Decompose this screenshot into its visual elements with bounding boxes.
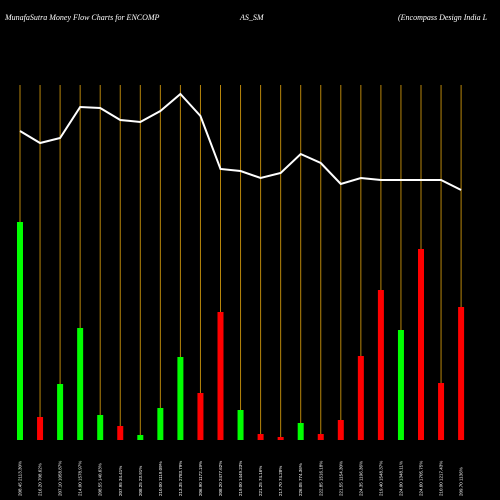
x-tick-label: 214.00 1578.97% xyxy=(78,461,83,496)
bar xyxy=(418,249,424,440)
x-tick-label: 209.70 1136% xyxy=(459,467,464,496)
x-tick-label: 208.45 2113.30% xyxy=(18,461,23,496)
x-tick-label: 219.40 1548.37% xyxy=(378,461,383,496)
bar xyxy=(57,384,64,440)
bar xyxy=(397,330,404,440)
bar xyxy=(317,434,324,440)
bar xyxy=(217,312,224,440)
bar xyxy=(177,357,184,440)
bar xyxy=(237,410,244,440)
bar xyxy=(77,328,84,440)
x-tick-label: 222.85 1516.18% xyxy=(318,461,323,496)
x-tick-label: 226.05 774.36% xyxy=(298,463,303,496)
bar xyxy=(197,393,204,440)
x-tick-label: 206.90 1172.19% xyxy=(198,461,203,496)
x-tick-label: 208.55 140.63% xyxy=(98,463,103,496)
x-tick-label: 210.00 1119.09% xyxy=(158,461,163,496)
x-tick-label: 217.70 74.28% xyxy=(278,466,283,496)
bar xyxy=(357,356,364,440)
x-tick-label: 224.35 1196.36% xyxy=(358,461,363,496)
x-tick-label: 224.60 1705.75% xyxy=(419,461,424,496)
x-tick-label: 216.20 708.62% xyxy=(38,463,43,496)
bar xyxy=(37,417,44,440)
bar xyxy=(97,415,104,440)
x-tick-label: 219.00 1449.23% xyxy=(238,461,243,496)
x-tick-label: 208.25 23.91% xyxy=(138,466,143,496)
x-tick-label: 207.10 1058.87% xyxy=(58,461,63,496)
x-tick-label: 210.00 1217.43% xyxy=(439,461,444,496)
bar xyxy=(458,307,465,440)
x-tick-label: 208.20 2477.62% xyxy=(218,461,223,496)
x-tick-label: 221.55 1154.30% xyxy=(338,461,343,496)
bar xyxy=(297,423,304,440)
bar xyxy=(377,290,384,440)
x-tick-label: 224.00 1348.11% xyxy=(398,461,403,496)
chart-title: MunafaSutra Money Flow Charts for ENCOMP xyxy=(4,13,160,22)
bar xyxy=(17,222,23,440)
chart-title: (Encompass Design India L xyxy=(398,13,488,22)
bar xyxy=(257,434,264,440)
x-tick-label: 213.35 2783.79% xyxy=(178,461,183,496)
x-tick-label: 221.25 74.16% xyxy=(258,466,263,496)
x-tick-label: 207.95 34.41% xyxy=(118,466,123,496)
bar xyxy=(137,435,144,440)
bar xyxy=(277,437,284,440)
chart-title: AS_SM xyxy=(239,13,265,22)
bar xyxy=(117,426,124,440)
money-flow-line xyxy=(19,92,462,191)
bar xyxy=(337,420,344,440)
bar xyxy=(157,408,164,440)
bar xyxy=(438,383,445,440)
